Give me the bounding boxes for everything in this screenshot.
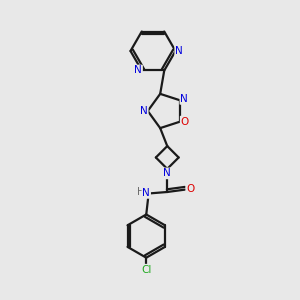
Text: N: N <box>180 94 188 104</box>
Text: O: O <box>186 184 194 194</box>
Text: Cl: Cl <box>141 265 152 275</box>
Text: N: N <box>134 65 142 76</box>
Text: N: N <box>140 106 148 116</box>
Text: N: N <box>142 188 150 198</box>
Text: N: N <box>175 46 183 56</box>
Text: H: H <box>137 187 145 197</box>
Text: N: N <box>164 168 171 178</box>
Text: O: O <box>181 117 189 127</box>
